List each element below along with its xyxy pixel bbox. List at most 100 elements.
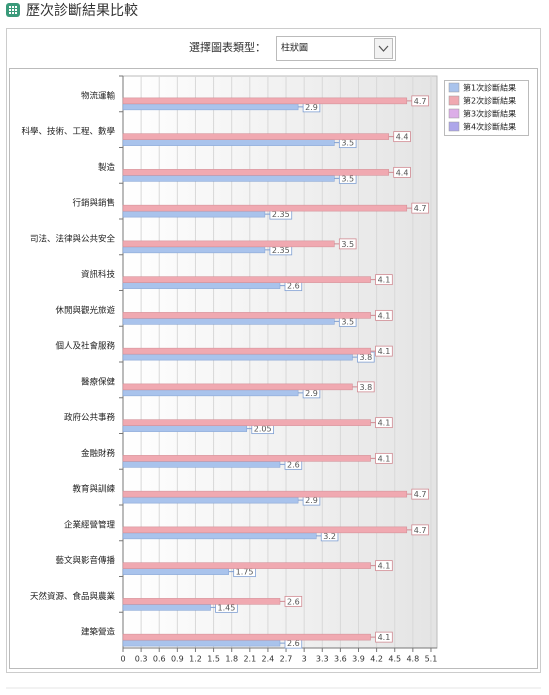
bar <box>122 598 281 605</box>
data-label-box <box>375 417 393 429</box>
y-tick-label: 休閒與觀光旅遊 <box>55 305 115 316</box>
data-label: 2.6 <box>287 597 300 606</box>
data-label-box <box>393 166 411 178</box>
bar <box>122 246 266 254</box>
data-label: 3.5 <box>341 240 354 249</box>
bar <box>122 353 353 361</box>
data-label: 2.35 <box>272 246 290 255</box>
data-label: 4.1 <box>378 347 391 356</box>
data-label: 1.45 <box>218 603 236 612</box>
bar <box>122 419 371 426</box>
data-label-box <box>375 560 393 572</box>
bar <box>122 318 335 325</box>
data-label: 4.7 <box>414 490 427 499</box>
bar <box>122 133 389 140</box>
y-tick-label: 教育與訓練 <box>72 484 115 495</box>
data-label-box <box>375 309 393 321</box>
bar <box>122 276 371 283</box>
y-tick-label: 科學、技術、工程、數學 <box>21 126 115 137</box>
legend-label: 第3次診斷結果 <box>463 109 516 119</box>
data-label-box <box>375 631 393 643</box>
data-label: 1.75 <box>236 568 254 577</box>
data-label: 3.5 <box>341 174 354 183</box>
bar <box>122 526 408 534</box>
bar <box>122 568 229 575</box>
data-label: 3.8 <box>359 383 372 392</box>
data-label-box <box>375 274 393 286</box>
data-label: 3.5 <box>341 317 354 326</box>
bar <box>122 175 335 182</box>
data-label-box <box>284 595 303 607</box>
y-tick-label: 個人及社會服務 <box>55 341 115 352</box>
select-arrow-button[interactable] <box>374 38 393 59</box>
header-title: 歷次診斷結果比較 <box>26 3 138 19</box>
bar <box>122 633 371 641</box>
bar <box>122 210 266 218</box>
legend-label: 第2次診斷結果 <box>463 96 516 106</box>
data-label: 2.9 <box>305 389 318 398</box>
bar <box>122 389 299 397</box>
x-tick-label: 4.8 <box>406 655 419 664</box>
bar <box>122 461 281 468</box>
x-tick-label: 0.3 <box>135 655 148 664</box>
bar <box>122 204 408 212</box>
y-tick-label: 藝文與影音傳播 <box>55 555 115 566</box>
data-label: 4.7 <box>414 204 427 213</box>
bar <box>122 490 408 498</box>
x-tick-label: 2.4 <box>262 655 275 664</box>
bar <box>122 496 299 504</box>
x-tick-label: 0 <box>120 655 125 664</box>
legend-label: 第1次診斷結果 <box>463 83 516 93</box>
data-label: 3.2 <box>323 532 336 541</box>
data-label: 4.1 <box>378 633 391 642</box>
y-tick-label: 政府公共事務 <box>64 412 116 423</box>
y-tick-label: 建築營造 <box>81 627 116 638</box>
bar <box>122 139 335 146</box>
x-tick-label: 1.5 <box>207 655 220 664</box>
y-tick-label: 醫療保健 <box>81 376 116 387</box>
select-value: 柱狀圖 <box>281 42 308 54</box>
legend-swatch <box>448 82 460 93</box>
y-tick-label: 資訊科技 <box>81 269 116 280</box>
bar <box>122 312 371 319</box>
y-tick-label: 物流運輸 <box>81 90 116 101</box>
bar <box>122 425 248 432</box>
bar <box>122 103 299 111</box>
bar <box>122 639 281 647</box>
bar <box>122 383 353 391</box>
data-label: 2.05 <box>254 425 272 434</box>
x-tick-label: 5.1 <box>425 655 438 664</box>
y-tick-label: 金融財務 <box>81 448 116 459</box>
x-tick-label: 3 <box>302 655 307 664</box>
data-label: 4.1 <box>378 311 391 320</box>
y-tick-label: 行銷與銷售 <box>72 198 115 209</box>
data-label-box <box>411 95 429 107</box>
data-label-box <box>393 131 411 143</box>
y-tick-label: 製造 <box>98 162 116 173</box>
legend-label: 第4次診斷結果 <box>463 122 516 132</box>
x-tick-label: 4.2 <box>370 655 383 664</box>
y-tick-label: 企業經營管理 <box>64 519 116 530</box>
bar <box>122 240 335 248</box>
x-tick-label: 0.9 <box>171 655 184 664</box>
x-tick-label: 3.9 <box>352 655 365 664</box>
data-label-box <box>411 202 429 214</box>
data-label-box <box>357 381 375 393</box>
data-label-box <box>411 488 429 500</box>
legend-swatch <box>448 121 460 132</box>
data-label: 4.7 <box>414 97 427 106</box>
bar <box>122 347 371 355</box>
icon-dots <box>9 6 17 14</box>
data-label: 4.1 <box>378 454 391 463</box>
x-tick-label: 2.7 <box>280 655 293 664</box>
bar <box>122 562 371 569</box>
legend-swatch <box>448 95 460 106</box>
x-tick-label: 1.2 <box>189 655 202 664</box>
x-tick-label: 4.5 <box>388 655 401 664</box>
data-label: 3.5 <box>341 139 354 148</box>
data-label: 2.6 <box>287 460 300 469</box>
selector-label: 選擇圖表類型： <box>189 40 266 54</box>
y-tick-label: 天然資源、食品與農業 <box>30 591 116 602</box>
